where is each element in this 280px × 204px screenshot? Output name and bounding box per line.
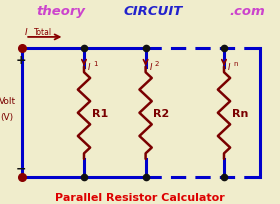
Text: R2: R2 (153, 108, 170, 118)
Text: I: I (228, 62, 231, 71)
Text: I: I (88, 62, 91, 71)
Text: R1: R1 (92, 108, 108, 118)
Text: Volt: Volt (0, 96, 16, 105)
Text: I: I (25, 28, 28, 37)
Text: .com: .com (230, 5, 265, 18)
Text: Parallel Resistor Calculator: Parallel Resistor Calculator (55, 192, 225, 202)
Text: CIRCUIT: CIRCUIT (123, 5, 183, 18)
Text: I: I (150, 62, 152, 71)
Text: Rn: Rn (232, 108, 248, 118)
Text: (V): (V) (1, 113, 13, 122)
Text: 1: 1 (93, 61, 97, 67)
Text: n: n (233, 61, 237, 67)
Text: theory: theory (36, 5, 85, 18)
Text: +: + (16, 54, 26, 67)
Text: 2: 2 (155, 61, 159, 67)
Text: Total: Total (34, 28, 52, 37)
Text: −: − (16, 162, 26, 175)
